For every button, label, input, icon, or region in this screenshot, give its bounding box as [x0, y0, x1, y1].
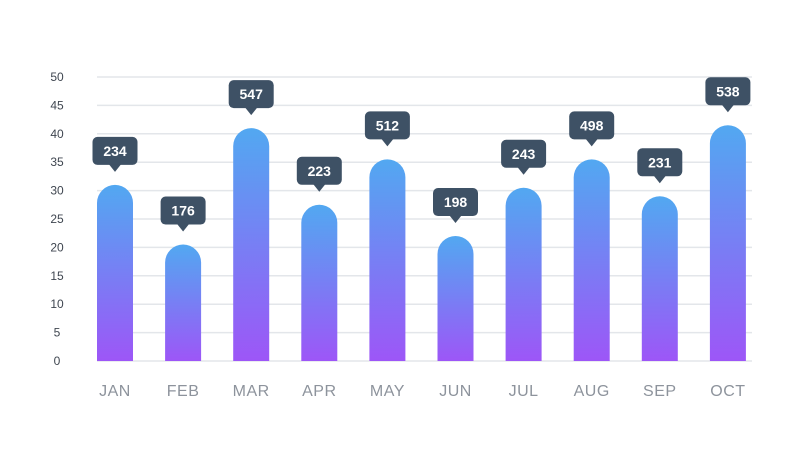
- x-tick-label: FEB: [167, 383, 200, 400]
- bar-mar: [233, 128, 270, 361]
- y-tick-label: 0: [54, 354, 61, 368]
- bar-oct: [709, 125, 746, 361]
- data-label-bubble: 243: [501, 139, 547, 175]
- bubble-pointer: [721, 104, 734, 113]
- x-tick-label: APR: [302, 383, 336, 400]
- y-axis-ticks: 0 5 10 15 20 25 30 35 40 45 50: [50, 70, 64, 368]
- x-tick-label: JAN: [99, 383, 131, 400]
- bubble-pointer: [313, 184, 326, 192]
- bubble-box: [637, 148, 683, 177]
- x-tick-label: OCT: [710, 383, 745, 400]
- data-label: 512: [376, 117, 400, 133]
- data-label-bubble: 231: [637, 148, 683, 184]
- y-tick-label: 5: [54, 326, 61, 340]
- data-label-bubble: 198: [433, 188, 478, 224]
- y-tick-label: 40: [50, 127, 64, 141]
- bar-feb: [165, 244, 202, 361]
- data-label: 547: [240, 86, 264, 102]
- bar-jun: [437, 236, 474, 361]
- bars: [97, 125, 746, 361]
- x-tick-label: JUN: [439, 383, 472, 400]
- bubble-pointer: [109, 164, 121, 172]
- data-label-bubble: 512: [364, 111, 410, 147]
- x-tick-label: MAY: [370, 383, 405, 400]
- bubble-pointer: [177, 224, 190, 232]
- data-label: 243: [512, 146, 536, 162]
- data-label: 498: [580, 117, 604, 133]
- bubble-pointer: [517, 167, 530, 175]
- bubble-box: [364, 111, 410, 140]
- x-axis-ticks: JAN FEB MAR APR MAY JUN JUL AUG SEP OCT: [99, 383, 745, 400]
- bubble-box: [705, 77, 751, 106]
- data-label-bubble: 176: [160, 196, 206, 232]
- data-label: 231: [648, 154, 672, 170]
- gridlines: [97, 76, 752, 362]
- bubble-box: [433, 188, 478, 217]
- y-tick-label: 45: [50, 98, 64, 112]
- bar-aug: [573, 159, 610, 361]
- data-label: 223: [308, 163, 332, 179]
- y-tick-label: 50: [50, 70, 64, 84]
- bar-may: [369, 159, 406, 361]
- data-label-bubble: 498: [569, 111, 615, 147]
- bubble-pointer: [449, 215, 462, 224]
- y-tick-label: 15: [50, 269, 64, 283]
- y-tick-label: 35: [50, 155, 64, 169]
- x-tick-label: AUG: [574, 383, 610, 400]
- data-label-bubble: 234: [92, 136, 138, 172]
- data-label-bubble: 538: [705, 77, 751, 113]
- bubble-pointer: [381, 138, 394, 147]
- y-tick-label: 25: [50, 212, 64, 226]
- bar-apr: [301, 204, 338, 361]
- bubble-box: [92, 136, 138, 165]
- bubble-pointer: [585, 138, 598, 147]
- bar-jan: [97, 184, 133, 361]
- bar-jul: [505, 187, 542, 361]
- data-label-bubble: 547: [228, 80, 274, 116]
- data-label: 538: [716, 83, 740, 99]
- bubble-box: [296, 156, 342, 185]
- x-tick-label: SEP: [643, 383, 677, 400]
- bubble-box: [569, 111, 615, 140]
- bubble-box: [160, 196, 206, 225]
- bubble-box: [228, 80, 274, 109]
- data-label-bubbles: 234 176 547 223 512 198 243 498 231 538: [92, 77, 751, 232]
- y-tick-label: 20: [50, 240, 64, 254]
- data-label-bubble: 223: [296, 156, 342, 192]
- y-tick-label: 10: [50, 297, 64, 311]
- x-tick-label: MAR: [233, 383, 270, 400]
- data-label: 198: [444, 194, 468, 210]
- bubble-pointer: [653, 175, 666, 184]
- bubble-box: [501, 139, 547, 168]
- data-label: 234: [103, 143, 127, 159]
- y-tick-label: 30: [50, 184, 64, 198]
- data-label: 176: [171, 203, 195, 219]
- bubble-pointer: [245, 107, 258, 116]
- bar-sep: [641, 196, 678, 361]
- x-tick-label: JUL: [509, 383, 539, 400]
